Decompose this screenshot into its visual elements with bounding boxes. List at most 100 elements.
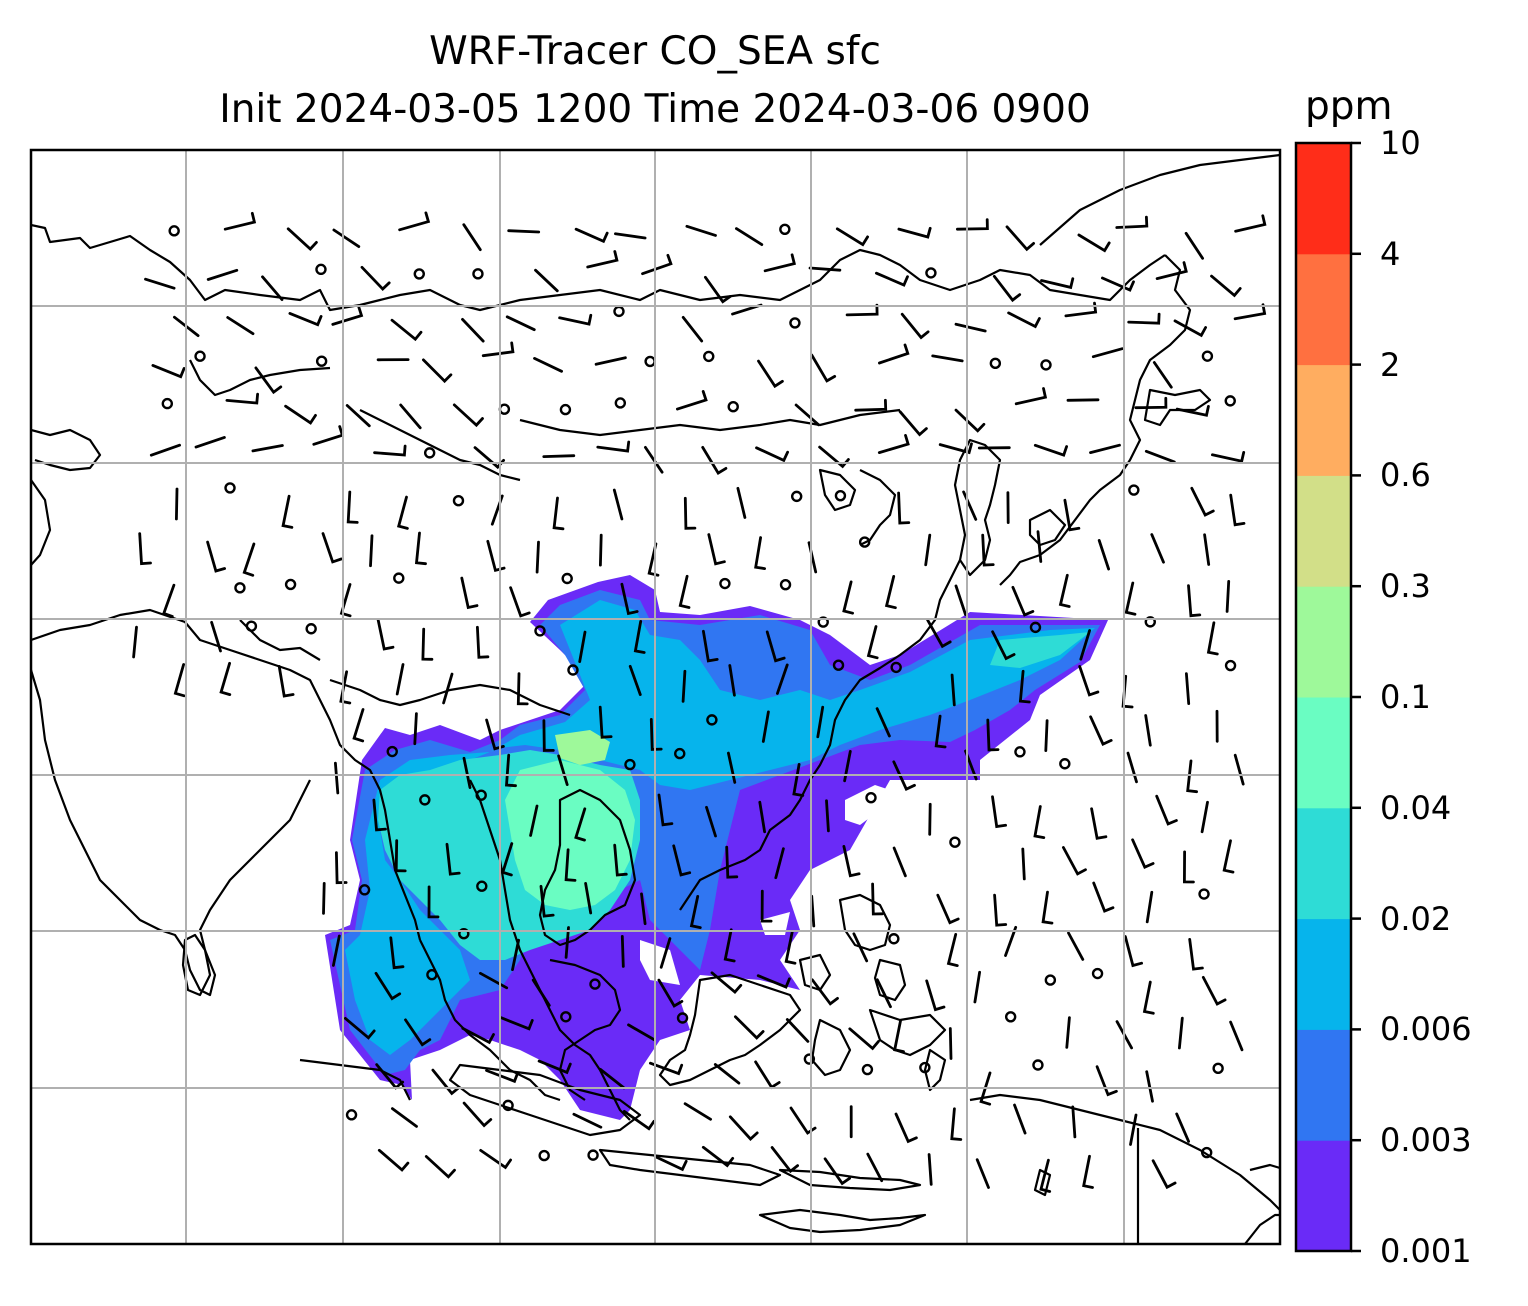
wind-barb bbox=[574, 227, 609, 244]
calm-wind-circle bbox=[1224, 395, 1236, 407]
wind-barb bbox=[936, 893, 960, 925]
wind-barb bbox=[499, 1016, 534, 1031]
wind-barb bbox=[649, 1061, 684, 1076]
wind-barb bbox=[558, 313, 593, 326]
calm-wind-circle bbox=[925, 267, 937, 279]
wind-barb bbox=[927, 1153, 933, 1186]
wind-barb bbox=[281, 494, 294, 529]
wind-barb bbox=[810, 894, 816, 928]
wind-barb bbox=[938, 442, 973, 455]
wind-barb bbox=[1203, 533, 1211, 566]
wind-barb bbox=[1018, 669, 1031, 704]
wind-barb bbox=[1200, 800, 1209, 834]
wind-barb bbox=[683, 1102, 712, 1121]
wind-barb bbox=[713, 1063, 741, 1085]
wind-barb bbox=[735, 227, 764, 246]
wind-barb bbox=[825, 799, 830, 833]
wind-barb bbox=[774, 847, 785, 880]
wind-barb bbox=[132, 625, 138, 659]
map-gridlines bbox=[31, 150, 1280, 1244]
wind-barb bbox=[481, 341, 515, 358]
wind-barb bbox=[413, 712, 418, 746]
wind-barb bbox=[339, 583, 352, 618]
tracer-region-cyan bbox=[345, 600, 1095, 1055]
wind-barb bbox=[574, 807, 587, 842]
tracer-hole-3 bbox=[640, 940, 680, 985]
wind-barb bbox=[149, 443, 181, 457]
wind-barb bbox=[954, 584, 967, 616]
wind-barb bbox=[151, 364, 186, 379]
wind-barb bbox=[284, 404, 317, 425]
wind-barb bbox=[486, 539, 506, 572]
calm-wind-circle bbox=[475, 789, 487, 801]
wind-barb bbox=[535, 540, 540, 574]
wind-barb bbox=[395, 663, 405, 696]
wind-barb bbox=[442, 672, 454, 705]
wind-barb bbox=[776, 663, 789, 695]
calm-wind-circle bbox=[779, 223, 791, 236]
calm-wind-circle bbox=[168, 225, 180, 237]
tracer-hole-2 bbox=[760, 912, 790, 935]
wind-barb bbox=[986, 718, 1000, 752]
wind-barb bbox=[210, 620, 222, 653]
wind-barb bbox=[613, 843, 628, 877]
wind-barb bbox=[1011, 585, 1035, 617]
calm-wind-circle bbox=[1059, 758, 1071, 770]
wind-barb bbox=[1222, 839, 1235, 874]
wind-barb bbox=[854, 398, 888, 412]
wind-barb bbox=[360, 265, 391, 291]
wind-barb bbox=[681, 669, 687, 703]
wind-barb bbox=[1190, 486, 1215, 517]
wind-barb bbox=[765, 630, 786, 663]
wind-barb bbox=[1187, 584, 1202, 618]
wind-barb bbox=[344, 1017, 376, 1040]
wind-barb bbox=[842, 845, 861, 878]
wind-barb bbox=[1079, 629, 1091, 661]
wind-barb bbox=[1115, 215, 1149, 229]
calm-wind-circle bbox=[703, 350, 715, 363]
calm-wind-circle bbox=[224, 482, 236, 494]
wind-barb bbox=[1090, 807, 1108, 840]
wind-barb bbox=[1173, 319, 1207, 338]
wind-barb bbox=[657, 793, 674, 827]
wind-barb bbox=[1014, 387, 1048, 406]
wind-barb bbox=[1129, 1113, 1138, 1146]
wind-barb bbox=[509, 586, 531, 618]
wind-barb bbox=[206, 540, 226, 573]
wind-barb bbox=[704, 275, 732, 304]
calm-wind-circle bbox=[1212, 1062, 1224, 1075]
wind-barb bbox=[335, 851, 348, 885]
wind-barb bbox=[736, 486, 747, 519]
wind-barb bbox=[479, 971, 509, 990]
wind-barb bbox=[689, 895, 702, 929]
wind-barb bbox=[369, 534, 374, 568]
wind-barb bbox=[1134, 396, 1168, 410]
calm-wind-circle bbox=[614, 397, 627, 409]
wind-barb bbox=[586, 250, 619, 269]
wind-barb bbox=[1071, 1105, 1077, 1139]
wind-barb bbox=[1089, 715, 1113, 746]
calm-wind-circle bbox=[567, 664, 579, 676]
wind-barb bbox=[928, 802, 932, 836]
calm-wind-circle bbox=[1032, 1059, 1044, 1071]
wind-barb bbox=[728, 1115, 759, 1141]
tracer-region-lightgreen bbox=[555, 730, 610, 765]
wind-barb bbox=[376, 618, 395, 651]
wind-barb bbox=[505, 753, 517, 788]
wind-barb bbox=[758, 800, 766, 834]
wind-barb bbox=[1142, 980, 1155, 1015]
wind-barb bbox=[612, 488, 624, 521]
colorbar-segment bbox=[1296, 364, 1351, 476]
wind-barb bbox=[542, 454, 576, 458]
wind-barb bbox=[685, 224, 717, 237]
wind-barb bbox=[599, 1068, 626, 1090]
wind-barb bbox=[818, 445, 850, 469]
calm-wind-circle bbox=[315, 355, 328, 367]
wind-barb bbox=[866, 625, 879, 660]
wind-barb bbox=[511, 938, 520, 971]
wind-barb bbox=[578, 630, 587, 663]
colorbar-tick-label: 2 bbox=[1380, 345, 1401, 384]
colorbar-segment bbox=[1296, 143, 1351, 255]
wind-barb bbox=[701, 1145, 735, 1168]
calm-wind-circle bbox=[803, 1053, 816, 1065]
